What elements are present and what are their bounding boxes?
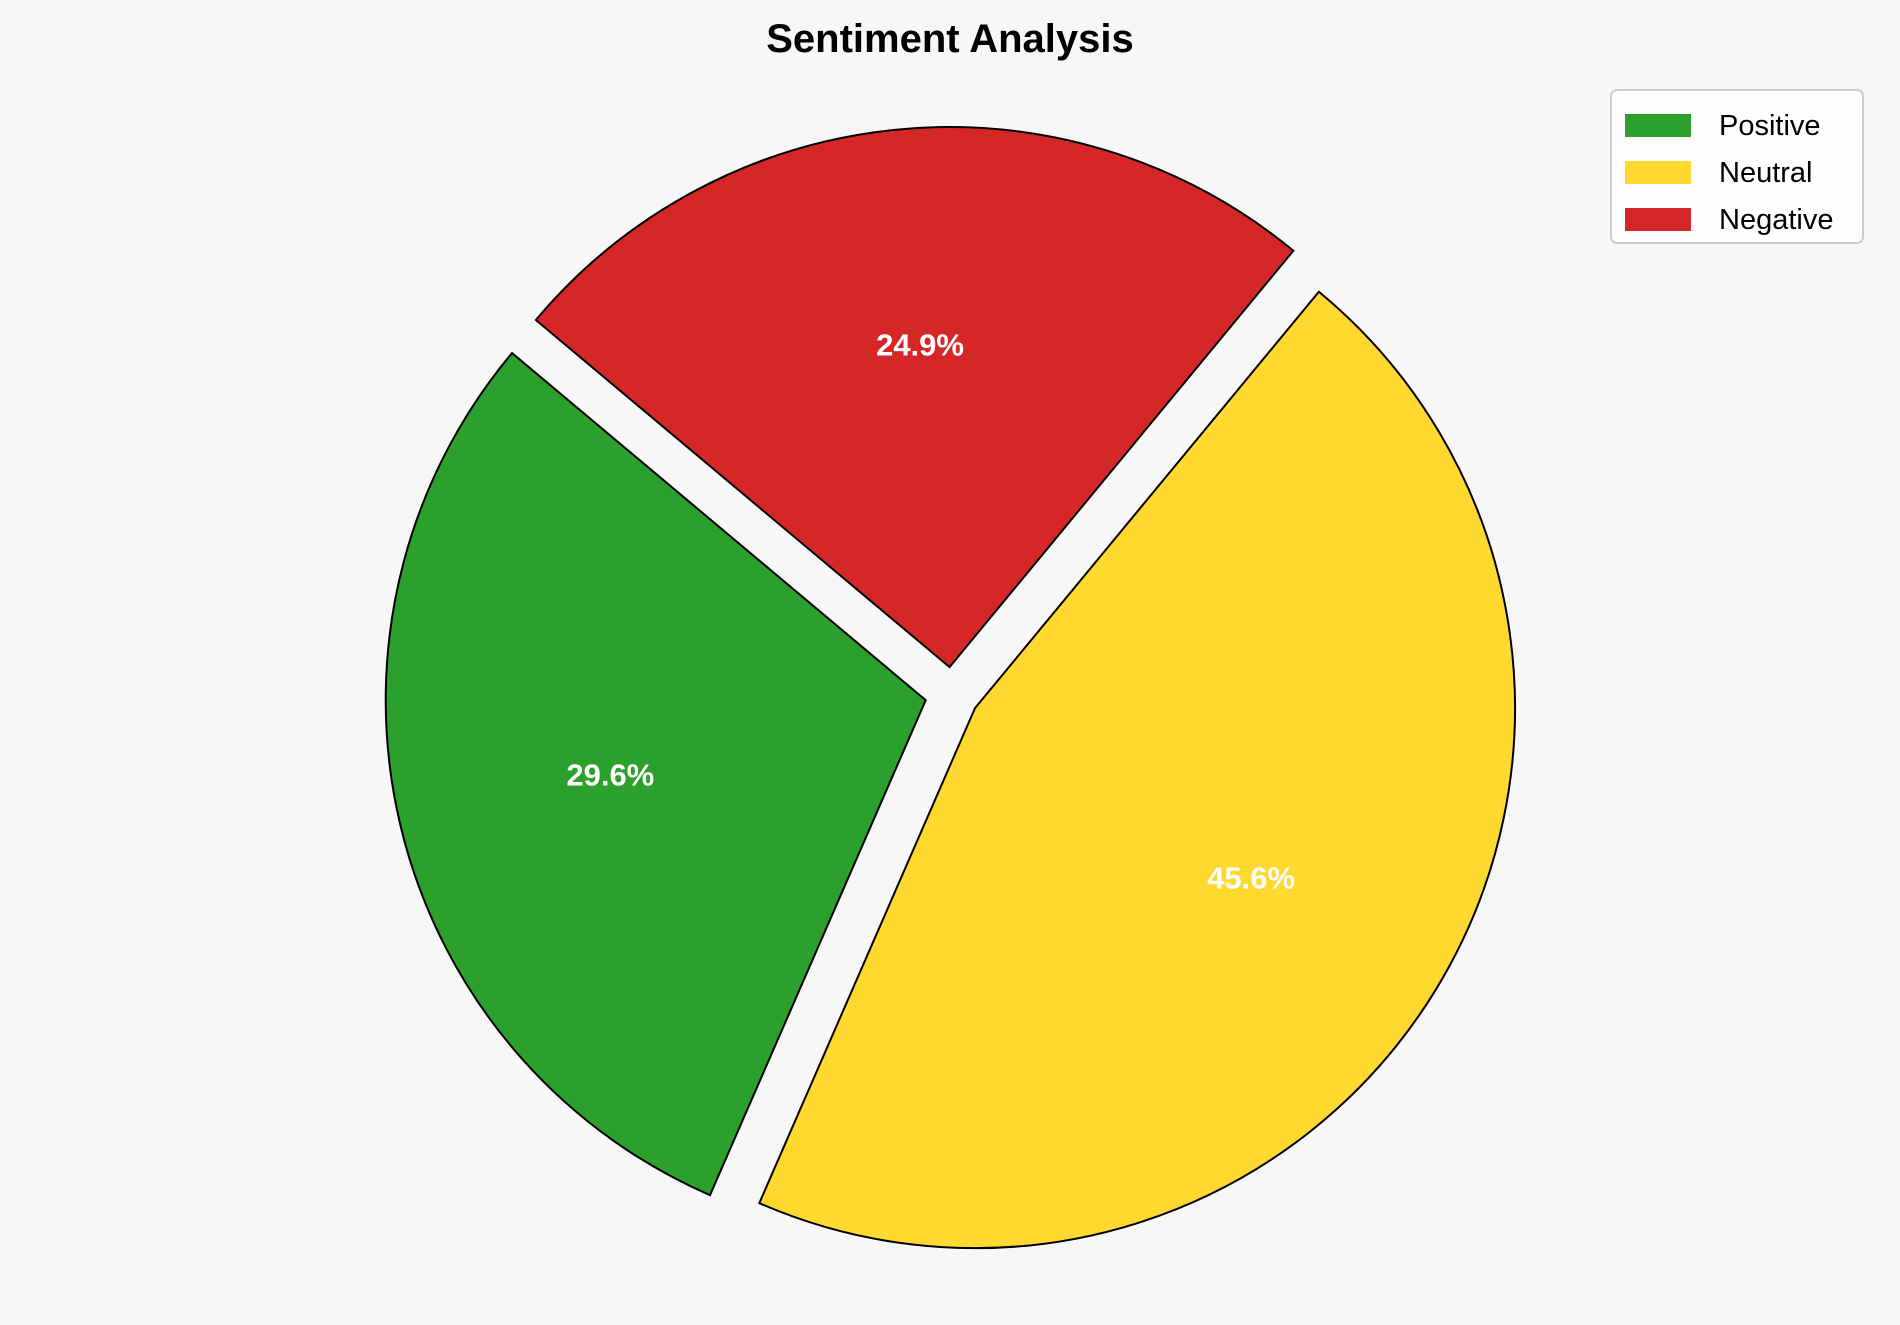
legend: Positive Neutral Negative (1610, 89, 1864, 244)
wedge-negative (534, 126, 1295, 669)
labels-group: 29.6% 45.6% 24.9% (566, 327, 1295, 895)
legend-swatch-neutral (1625, 161, 1691, 184)
legend-label-negative: Negative (1719, 204, 1833, 236)
chart-title: Sentiment Analysis (766, 17, 1134, 61)
legend-label-positive: Positive (1719, 110, 1821, 142)
legend-label-neutral: Neutral (1719, 157, 1813, 189)
wedge-positive (384, 351, 927, 1197)
wedges-group (384, 126, 1516, 1250)
pct-label-neutral: 45.6% (1207, 861, 1295, 896)
legend-swatch-positive (1625, 114, 1691, 137)
wedge-neutral (757, 290, 1516, 1250)
pct-label-negative: 24.9% (876, 327, 964, 362)
pct-label-positive: 29.6% (566, 757, 654, 792)
legend-swatch-negative (1625, 208, 1691, 231)
